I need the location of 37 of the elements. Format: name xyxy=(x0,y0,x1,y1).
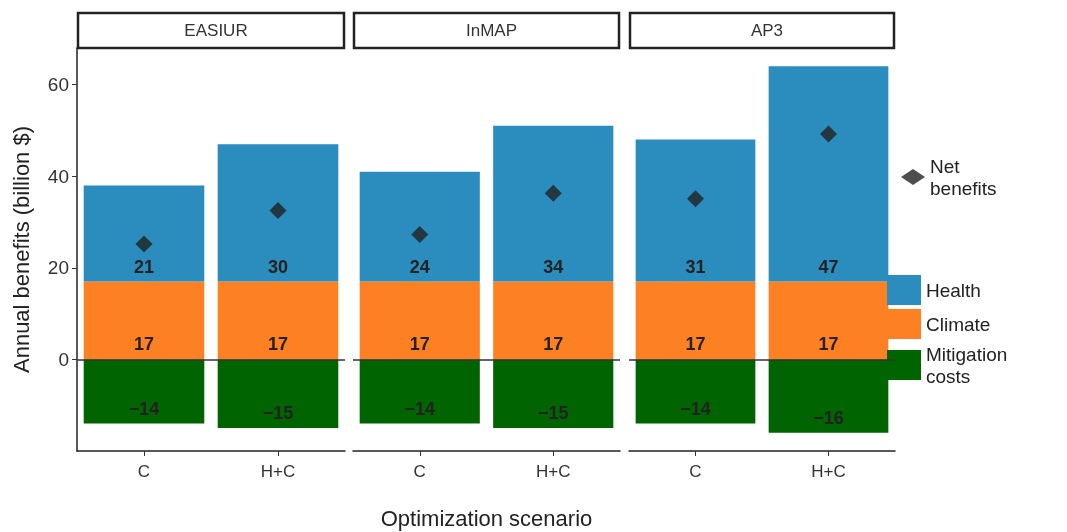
x-tick-label: H+C xyxy=(536,462,571,481)
y-tick-label: 20 xyxy=(47,257,69,279)
data-label: 31 xyxy=(685,256,706,277)
data-label: −14 xyxy=(128,398,160,419)
text: AP3 xyxy=(750,21,784,40)
data-label: −16 xyxy=(813,407,844,428)
data-label: 17 xyxy=(818,334,839,355)
data-label: 17 xyxy=(133,334,155,355)
x-tick-label: H+C xyxy=(811,462,846,481)
data-label: −15 xyxy=(262,403,294,424)
data-label: −14 xyxy=(404,398,436,419)
x-axis-title: Optimization scenario xyxy=(380,505,593,531)
data-label: −15 xyxy=(537,403,569,424)
y-tick-label: 60 xyxy=(47,74,69,96)
legend-label: Net benefits xyxy=(930,155,997,199)
x-tick-label: C xyxy=(137,462,151,481)
data-label: 47 xyxy=(818,256,839,277)
data-label: 17 xyxy=(543,334,564,355)
data-label: −14 xyxy=(680,398,711,419)
legend-label: Mitigation costs xyxy=(926,343,1013,387)
data-label: 17 xyxy=(409,334,430,355)
x-tick-label: C xyxy=(689,462,702,481)
legend-label: Climate xyxy=(926,313,991,335)
chart-title: EASIUR xyxy=(184,21,248,40)
chart-title: InMAP xyxy=(465,21,518,40)
x-tick-label: C xyxy=(413,462,426,481)
data-label: 17 xyxy=(267,334,289,355)
data-label: 24 xyxy=(409,256,430,277)
y-tick-label: 40 xyxy=(47,165,69,187)
data-label: 21 xyxy=(133,256,155,277)
data-label: 30 xyxy=(267,256,289,277)
data-label: 17 xyxy=(685,334,706,355)
y-axis-title: Annual benefits (billion $) xyxy=(8,125,34,374)
legend-label: Health xyxy=(926,279,981,301)
x-tick-label: H+C xyxy=(260,462,296,481)
data-label: 34 xyxy=(543,256,564,277)
y-tick-label: 0 xyxy=(58,348,69,370)
